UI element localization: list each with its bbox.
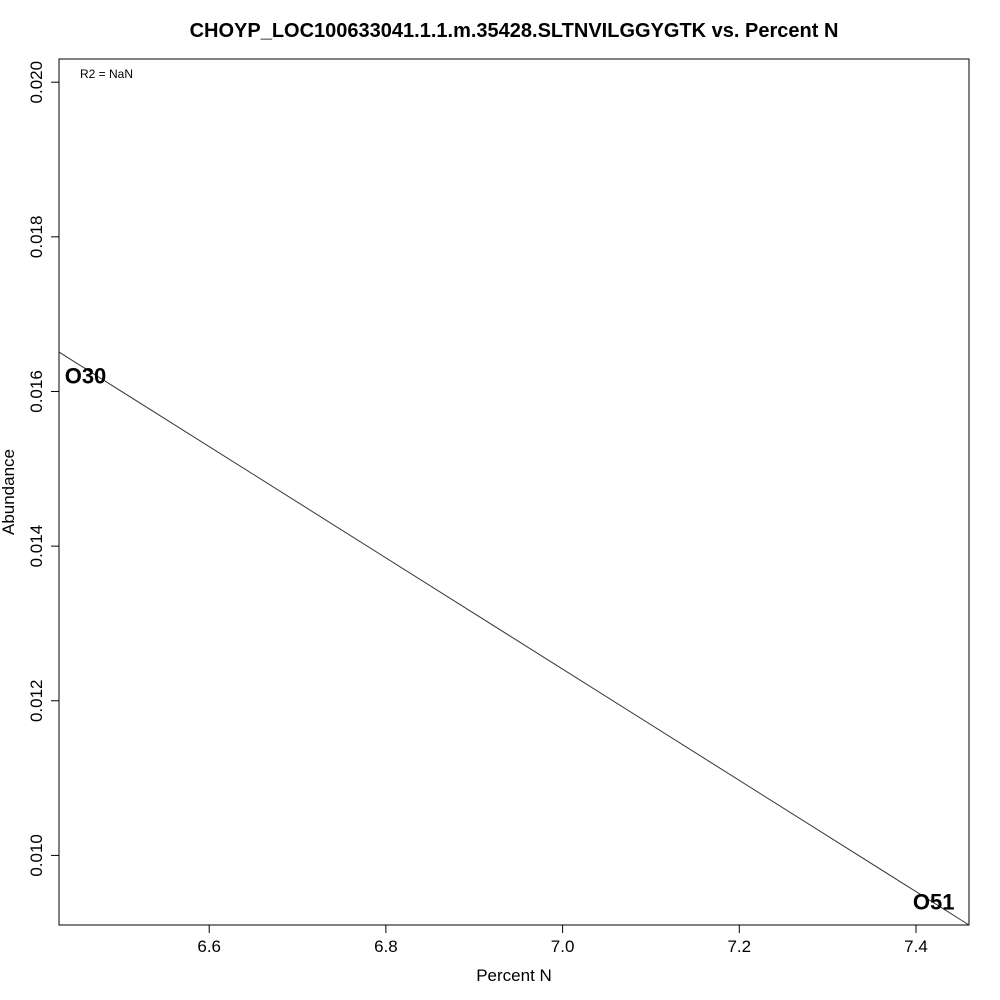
regression-line [58,351,970,926]
point-labels: O30 O51 [65,364,955,915]
chart-title: CHOYP_LOC100633041.1.1.m.35428.SLTNVILGG… [190,20,839,42]
point-label: O51 [913,889,955,914]
y-axis: 0.010 0.012 0.014 0.016 0.018 0.020 [27,61,60,877]
x-tick-label: 6.6 [197,937,221,956]
y-tick-label: 0.016 [27,370,46,413]
r2-annotation: R2 = NaN [80,67,133,81]
y-tick-label: 0.018 [27,216,46,259]
x-tick-label: 7.2 [727,937,751,956]
x-tick-label: 7.4 [904,937,928,956]
point-label: O30 [65,364,107,389]
x-tick-label: 6.8 [374,937,398,956]
x-axis-label: Percent N [476,966,552,985]
x-axis: 6.6 6.8 7.0 7.2 7.4 [197,924,928,956]
y-tick-label: 0.010 [27,834,46,877]
x-tick-label: 7.0 [551,937,575,956]
y-tick-label: 0.014 [27,525,46,568]
y-tick-label: 0.012 [27,679,46,722]
y-tick-label: 0.020 [27,61,46,104]
plot-frame [58,58,970,926]
y-axis-label: Abundance [0,449,18,535]
